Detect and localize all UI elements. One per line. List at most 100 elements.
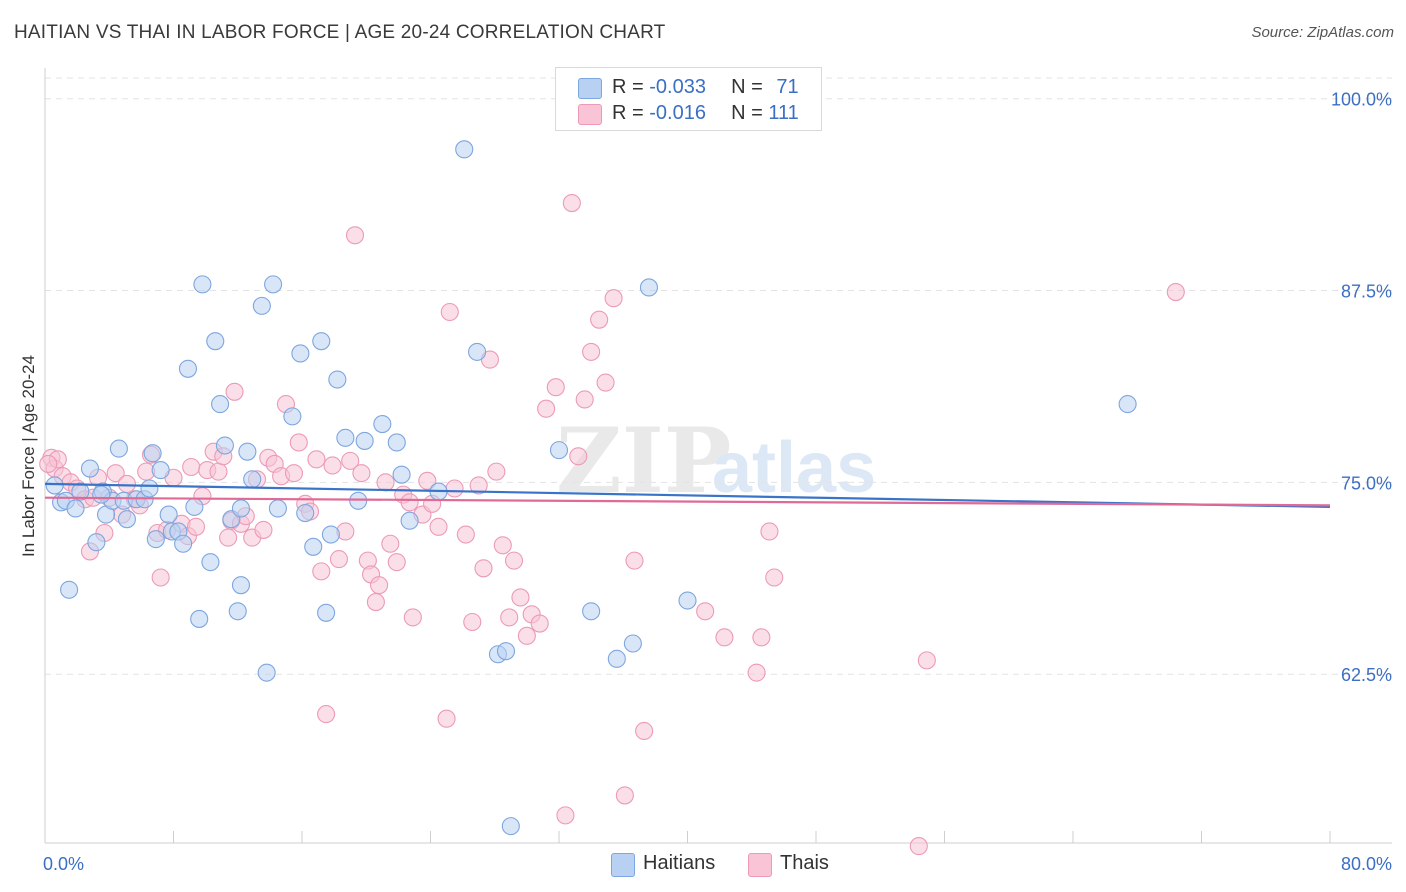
thais-point xyxy=(329,550,348,569)
thais-point xyxy=(765,568,784,587)
haitians-point xyxy=(317,603,336,622)
watermark-atlas: atlas xyxy=(712,428,876,508)
thais-point xyxy=(635,721,654,741)
x-tick-label-max: 80.0% xyxy=(1341,854,1392,874)
thais-point xyxy=(445,479,464,498)
thais-point xyxy=(403,608,422,627)
thais-point xyxy=(307,450,326,469)
thais-point xyxy=(917,651,936,670)
thais-point xyxy=(341,451,360,470)
thais-point xyxy=(289,433,308,452)
haitians-point xyxy=(349,491,368,510)
thais-point xyxy=(151,568,170,587)
haitians-point xyxy=(151,461,170,480)
thais-point xyxy=(366,593,385,612)
haitians-point xyxy=(238,442,257,461)
haitians-point xyxy=(117,510,136,529)
thais-point xyxy=(387,553,406,572)
thais-point xyxy=(254,520,273,539)
thais-point xyxy=(463,612,482,632)
haitians-point xyxy=(607,649,626,668)
thais-point xyxy=(625,551,644,570)
thais-r-label: R = xyxy=(612,102,650,124)
haitians-point xyxy=(387,433,406,452)
haitians-point xyxy=(178,359,198,378)
thais-point xyxy=(569,447,588,466)
thais-point xyxy=(323,456,342,475)
source-note: Source: ZipAtlas.com xyxy=(1251,24,1394,41)
haitians-point xyxy=(582,602,601,621)
stats-legend: R = -0.033 N = 71 R = -0.016 N = 111 xyxy=(555,67,822,131)
thais-point xyxy=(284,464,304,483)
y-tick-label: 75.0% xyxy=(1341,473,1392,493)
haitians-point xyxy=(92,485,111,504)
haitians-point xyxy=(312,332,331,351)
thais-point xyxy=(715,628,734,647)
haitians-point xyxy=(400,511,419,530)
thais-point xyxy=(596,373,615,392)
thais-point xyxy=(370,576,389,595)
thais-point xyxy=(437,709,456,728)
haitians-point xyxy=(639,278,659,297)
haitians-point xyxy=(468,342,487,361)
thais-point xyxy=(39,454,58,473)
bottom-legend-thais: Thais xyxy=(748,852,838,877)
thais-point xyxy=(517,626,536,645)
thais-point xyxy=(225,382,244,401)
haitians-point xyxy=(296,503,315,523)
thais-point xyxy=(429,517,448,536)
trend-lines xyxy=(44,482,1331,509)
thais-point xyxy=(376,473,395,492)
thais-point xyxy=(556,806,575,825)
haitians-point xyxy=(501,817,520,836)
thais-point xyxy=(504,551,524,570)
chart-title: HAITIAN VS THAI IN LABOR FORCE | AGE 20-… xyxy=(14,22,666,43)
haitians-point xyxy=(291,344,310,363)
haitians-point xyxy=(243,470,262,489)
thais-point xyxy=(317,705,336,724)
haitians-point xyxy=(268,499,287,518)
thais-point xyxy=(400,493,419,512)
haitians-point xyxy=(283,407,302,426)
thais-point xyxy=(582,342,601,361)
haitians-r-label: R = xyxy=(612,76,650,98)
thais-point xyxy=(1166,283,1185,302)
thais-point xyxy=(456,525,475,544)
thais-point xyxy=(381,534,400,553)
thais-swatch xyxy=(578,104,602,125)
thais-point xyxy=(493,536,512,555)
haitians-legend-label: Haitians xyxy=(643,852,716,874)
haitians-point xyxy=(252,296,271,315)
haitians-point xyxy=(190,609,209,628)
thais-point xyxy=(546,378,565,397)
thais-point xyxy=(562,193,581,213)
y-tick-labels: 62.5% 75.0% 87.5% 100.0% xyxy=(1331,90,1392,685)
thais-point xyxy=(590,310,609,329)
thais-trend-line xyxy=(44,496,1331,507)
haitians-point xyxy=(455,140,474,159)
haitians-point xyxy=(60,580,79,599)
thais-point xyxy=(418,471,437,490)
haitians-point xyxy=(201,553,220,572)
haitians-point xyxy=(109,439,128,458)
haitians-point xyxy=(321,525,340,544)
haitians-point xyxy=(496,642,516,661)
thais-legend-label: Thais xyxy=(780,852,829,874)
thais-point xyxy=(345,226,365,245)
haitians-point xyxy=(45,476,64,495)
haitians-point xyxy=(231,576,251,595)
haitians-point xyxy=(159,505,178,524)
thais-point xyxy=(352,464,371,483)
haitians-point xyxy=(140,479,159,498)
haitians-point xyxy=(87,533,106,552)
haitians-point xyxy=(71,482,90,501)
thais-n-value: 111 xyxy=(768,102,799,124)
haitians-point xyxy=(264,275,283,294)
thais-point xyxy=(469,476,488,495)
thais-point xyxy=(186,517,206,536)
haitians-point xyxy=(146,530,165,549)
thais-point xyxy=(219,528,238,547)
thais-point xyxy=(474,559,493,578)
haitians-point xyxy=(328,370,347,389)
